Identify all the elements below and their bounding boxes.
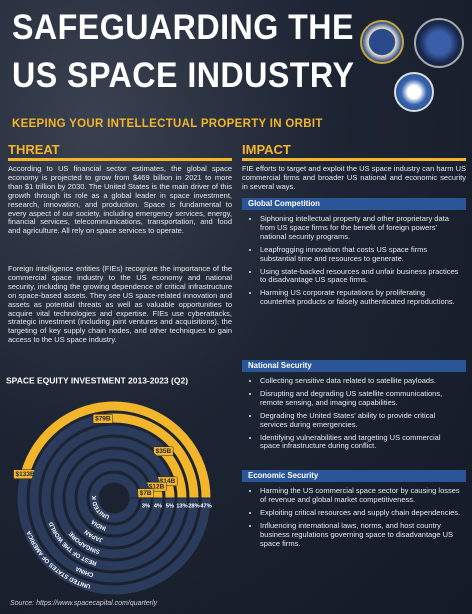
bullet-list: Harming the US commercial space sector b… [242, 486, 466, 552]
value-label-box [153, 446, 174, 457]
share-label: 5% [166, 504, 174, 510]
title-line: SAFEGUARDING THE [12, 8, 354, 47]
bullet: Using state-backed resources and unfair … [260, 267, 462, 286]
radial-bar [102, 413, 199, 499]
bullet: Influencing international laws, norms, a… [260, 521, 462, 549]
bullet: Identifying vulnerabilities and targetin… [260, 433, 462, 452]
bullet: Siphoning intellectual property and othe… [260, 214, 462, 242]
share-label: 3% [142, 504, 150, 510]
subtitle: KEEPING YOUR INTELLECTUAL PROPERTY IN OR… [12, 118, 323, 130]
bullet-list: Siphoning intellectual property and othe… [242, 214, 466, 311]
section-heading: IMPACT [242, 142, 466, 161]
category-label: REST OF THE WORLD [48, 520, 98, 566]
subsection-heading: National Security [242, 360, 466, 372]
bullet-list: Collecting sensitive data related to sat… [242, 376, 466, 455]
value-label: $133B [16, 471, 35, 478]
share-label: 4% [154, 504, 162, 510]
section-heading: THREAT [8, 142, 232, 161]
paragraph: According to US financial sector estimat… [8, 164, 232, 236]
value-label: $12B [149, 483, 165, 490]
value-label-box [92, 414, 113, 424]
subsection-heading: Economic Security [242, 470, 466, 482]
chart-title: SPACE EQUITY INVESTMENT 2013-2023 (Q2) [6, 375, 188, 385]
share-label: 28% [188, 504, 200, 510]
share-label: 13% [176, 504, 188, 510]
bullet: Collecting sensitive data related to sat… [260, 376, 462, 386]
bullet: Disrupting and degrading US satellite co… [260, 389, 462, 408]
bullet: Exploiting critical resources and supply… [260, 508, 462, 518]
bullet: Degrading the United States' ability to … [260, 411, 462, 430]
bullet: Harming the US commercial space sector b… [260, 486, 462, 505]
value-label: $7B [140, 490, 152, 497]
logo [360, 20, 404, 64]
logo [414, 18, 464, 68]
logo [394, 72, 434, 112]
bullet: Harming US corporate reputations by prol… [260, 288, 462, 307]
chart: SPACE EQUITY INVESTMENT 2013-2023 (Q2) U… [0, 372, 212, 595]
radial-bar [20, 401, 211, 499]
value-label: $79B [95, 415, 111, 422]
share-label: 47% [200, 504, 212, 510]
title-line: US SPACE INDUSTRY [12, 56, 355, 95]
value-label: $14B [160, 478, 176, 485]
paragraph: Foreign intelligence entities (FIEs) rec… [8, 264, 232, 345]
source: Source: https://www.spacecapital.com/qua… [10, 600, 158, 607]
paragraph: FIE efforts to target and exploit the US… [242, 164, 466, 191]
category-label-path: REST OF THE WORLD [48, 520, 98, 566]
value-label: $35B [156, 448, 172, 455]
bullet: Leapfrogging innovation that costs US sp… [260, 245, 462, 264]
subsection-heading: Global Competition [242, 198, 466, 210]
